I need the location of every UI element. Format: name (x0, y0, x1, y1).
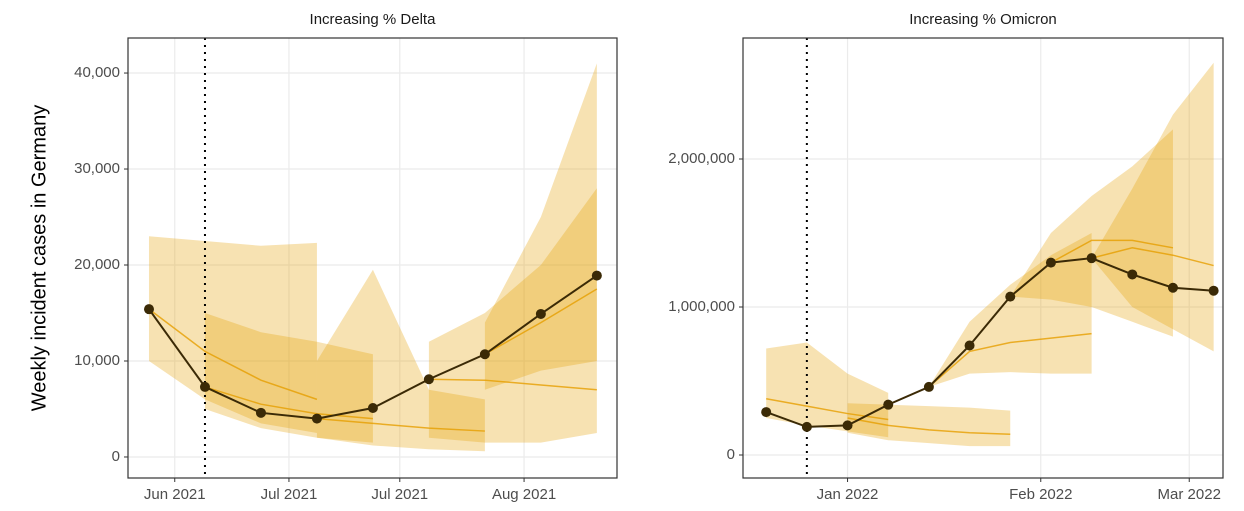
observed-point (1208, 285, 1219, 296)
forecast-band (316, 269, 485, 452)
observed-point (423, 374, 434, 385)
observed-point (923, 381, 934, 392)
x-tick-label: Jan 2022 (817, 486, 879, 503)
observed-point (479, 349, 490, 360)
y-tick-label: 30,000 (74, 160, 120, 177)
forecast-median (204, 386, 373, 420)
y-tick-label: 0 (112, 448, 120, 465)
forecast-median (316, 417, 485, 432)
x-tick-label: Jul 2021 (261, 486, 318, 503)
forecast-band (204, 313, 373, 443)
observed-point (1086, 253, 1097, 264)
observed-point (1005, 291, 1016, 302)
y-tick-label: 10,000 (74, 352, 120, 369)
y-tick-label: 40,000 (74, 64, 120, 81)
forecast-band (484, 63, 597, 390)
y-axis-label: Weekly incident cases in Germany (28, 105, 50, 411)
forecast-median (148, 308, 318, 401)
observed-point (801, 421, 812, 432)
panel-border (742, 37, 1224, 479)
forecast-median (428, 378, 597, 391)
forecast-median (484, 288, 598, 355)
x-tick-label: Feb 2022 (1009, 486, 1072, 503)
x-tick-label: Mar 2022 (1158, 486, 1221, 503)
observed-point (591, 270, 602, 281)
observed-point (367, 403, 378, 414)
x-tick-label: Aug 2021 (492, 486, 556, 503)
observed-point (535, 308, 546, 319)
forecast-band (766, 342, 889, 438)
panel-title: Increasing % Omicron (909, 11, 1057, 28)
observed-point (199, 381, 210, 392)
forecast-median (1091, 247, 1214, 267)
y-tick-label: 2,000,000 (668, 150, 735, 167)
forecast-median (766, 398, 889, 421)
observed-point (1167, 282, 1178, 293)
observed-point (1127, 269, 1138, 280)
observed-point (964, 340, 975, 351)
forecast-median (928, 332, 1092, 388)
observed-point (255, 407, 266, 418)
panel-title: Increasing % Delta (310, 11, 437, 28)
observed-point (143, 304, 154, 315)
y-tick-label: 20,000 (74, 256, 120, 273)
x-tick-label: Jun 2021 (144, 486, 206, 503)
forecast-median (847, 417, 1011, 436)
forecast-band (428, 188, 597, 443)
observed-line (765, 257, 1214, 428)
observed-point (842, 420, 853, 431)
panel-border (127, 37, 618, 479)
observed-point (761, 407, 772, 418)
y-tick-label: 0 (727, 446, 735, 463)
forecast-band (1091, 62, 1214, 352)
observed-point (311, 413, 322, 424)
observed-point (1045, 257, 1056, 268)
forecast-band (148, 236, 317, 433)
forecast-band (1010, 129, 1173, 337)
y-tick-label: 1,000,000 (668, 298, 735, 315)
forecast-band (847, 403, 1011, 447)
x-tick-label: Jul 2021 (371, 486, 428, 503)
observed-point (883, 399, 894, 410)
